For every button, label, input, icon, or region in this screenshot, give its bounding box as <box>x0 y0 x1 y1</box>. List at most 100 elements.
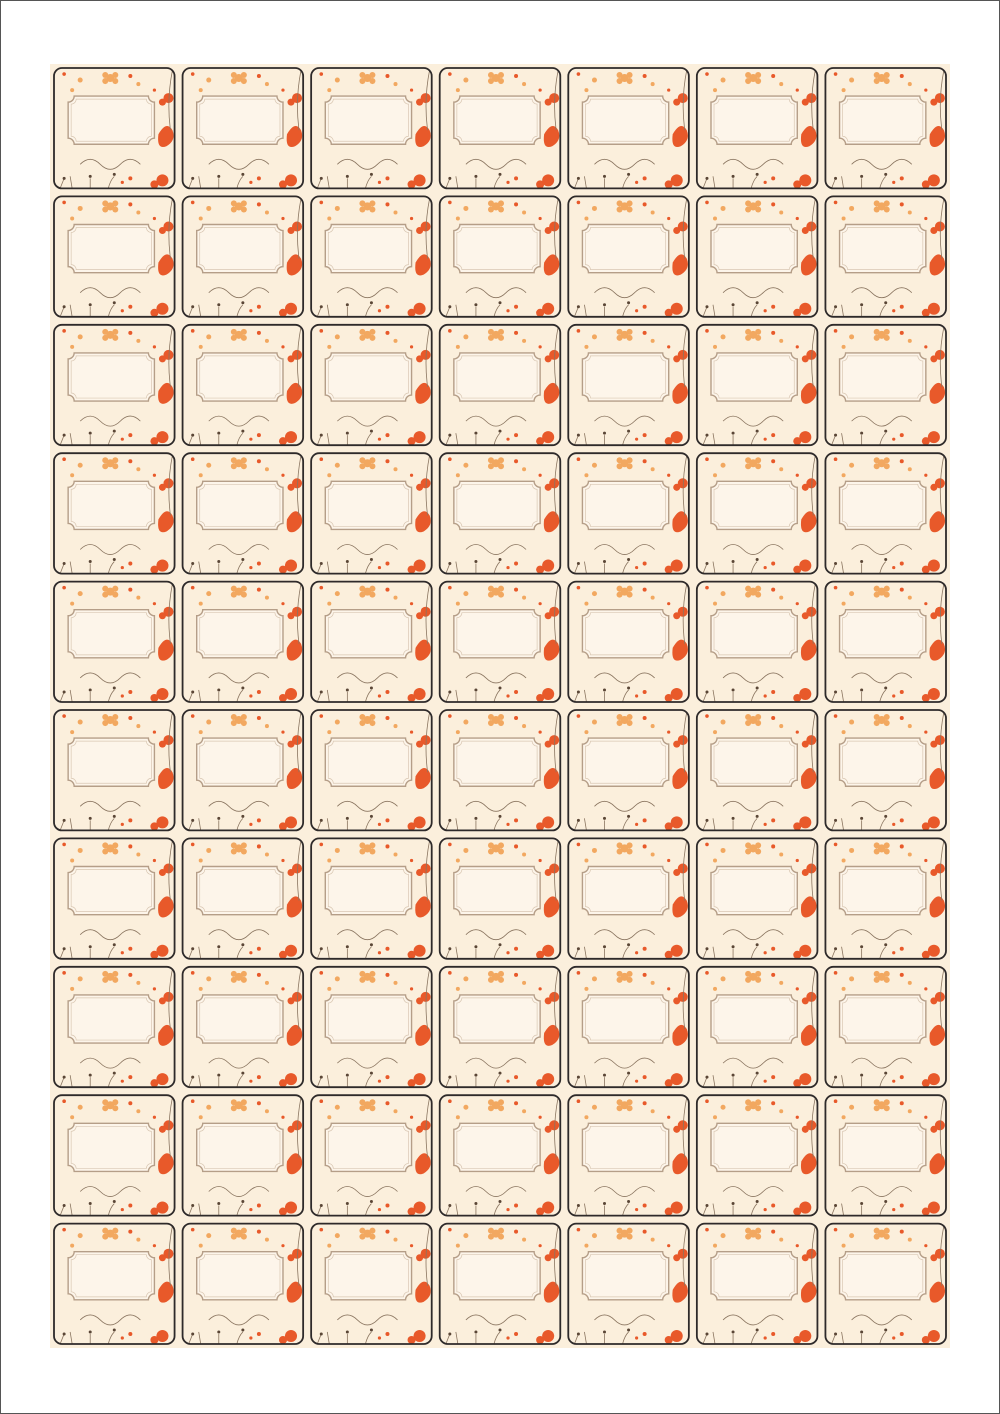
label-outline <box>53 709 176 832</box>
label <box>435 706 565 835</box>
label-art <box>178 449 308 578</box>
label-art <box>564 577 693 706</box>
label-outline <box>695 1094 819 1217</box>
label-outline <box>567 1222 690 1345</box>
label-art <box>307 1219 436 1348</box>
label-outline <box>824 1094 947 1217</box>
label-outline <box>310 965 433 1089</box>
label-art <box>692 1091 822 1220</box>
label-outline <box>695 323 819 447</box>
label-outline <box>824 837 947 960</box>
label <box>821 834 951 963</box>
label <box>564 64 693 193</box>
label <box>435 64 565 193</box>
label-outline <box>695 67 819 190</box>
label-outline <box>310 452 433 575</box>
label <box>692 449 822 578</box>
label-art <box>821 1091 951 1220</box>
label-outline <box>310 323 433 447</box>
label <box>50 962 179 1092</box>
label-art <box>50 64 179 193</box>
label-outline <box>567 709 690 832</box>
label-outline <box>310 1094 433 1217</box>
label <box>307 1091 436 1220</box>
label <box>692 706 822 835</box>
label-outline <box>53 580 176 703</box>
label <box>692 64 822 193</box>
label <box>50 192 179 321</box>
label <box>435 192 565 321</box>
label <box>178 1091 308 1220</box>
label-art <box>821 64 951 193</box>
label-outline <box>53 965 176 1089</box>
label-outline <box>53 452 176 575</box>
label <box>307 1219 436 1348</box>
label-art <box>178 64 308 193</box>
label-art <box>692 706 822 835</box>
label-art <box>821 1219 951 1348</box>
label-art <box>692 577 822 706</box>
label-outline <box>567 195 690 318</box>
label-outline <box>695 452 819 575</box>
label-outline <box>824 323 947 447</box>
label <box>50 577 179 706</box>
label <box>692 834 822 963</box>
label <box>821 64 951 193</box>
label <box>178 192 308 321</box>
label-art <box>435 449 565 578</box>
label-art <box>821 706 951 835</box>
label-outline <box>567 580 690 703</box>
label-art <box>435 577 565 706</box>
label <box>307 577 436 706</box>
label <box>692 1219 822 1348</box>
label-outline <box>181 1222 305 1345</box>
label-art <box>50 706 179 835</box>
label <box>307 706 436 835</box>
label-art <box>307 64 436 193</box>
label <box>564 706 693 835</box>
label-art <box>692 962 822 1092</box>
label <box>564 192 693 321</box>
label-art <box>435 320 565 450</box>
label <box>307 320 436 450</box>
label <box>821 192 951 321</box>
label-outline <box>695 1222 819 1345</box>
label-art <box>564 1219 693 1348</box>
label-art <box>178 834 308 963</box>
label-art <box>821 962 951 1092</box>
label <box>50 64 179 193</box>
label <box>178 1219 308 1348</box>
label-outline <box>181 580 305 703</box>
label-art <box>178 320 308 450</box>
label-outline <box>567 965 690 1089</box>
label-outline <box>310 580 433 703</box>
label-outline <box>53 837 176 960</box>
label-outline <box>438 1222 562 1345</box>
label-outline <box>53 195 176 318</box>
label-outline <box>310 67 433 190</box>
label-outline <box>310 195 433 318</box>
label-outline <box>567 837 690 960</box>
label-art <box>564 64 693 193</box>
label-outline <box>438 1094 562 1217</box>
label <box>564 834 693 963</box>
label <box>50 320 179 450</box>
label <box>435 834 565 963</box>
label-art <box>564 1091 693 1220</box>
label-art <box>435 962 565 1092</box>
label-art <box>50 192 179 321</box>
label <box>692 577 822 706</box>
label <box>307 962 436 1092</box>
label-art <box>821 834 951 963</box>
label-outline <box>695 709 819 832</box>
label-art <box>564 962 693 1092</box>
label-art <box>307 449 436 578</box>
label-art <box>307 192 436 321</box>
label-outline <box>53 67 176 190</box>
label-art <box>307 834 436 963</box>
label-outline <box>824 580 947 703</box>
label <box>435 962 565 1092</box>
label-art <box>50 834 179 963</box>
